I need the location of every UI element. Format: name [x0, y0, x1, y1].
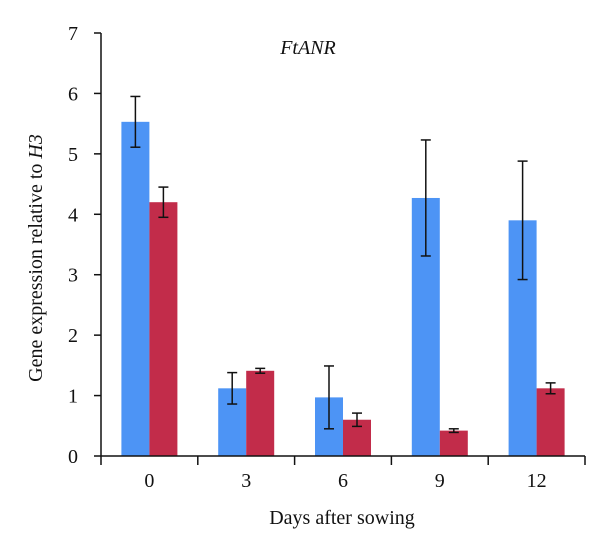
- bar-0-series-2: [149, 202, 178, 456]
- y-axis-title-main: Gene expression relative to: [25, 159, 47, 382]
- error-bar-6-series-1: [324, 365, 334, 430]
- x-tick-label-6: 6: [338, 470, 348, 492]
- x-tick-label-0: 0: [144, 470, 154, 492]
- bar-12-series-2: [536, 388, 565, 456]
- error-bar-9-series-2: [448, 428, 459, 434]
- x-tick-label-3: 3: [241, 470, 251, 492]
- y-tick-label-2: 2: [68, 325, 78, 347]
- error-bars-group: [130, 95, 556, 434]
- x-axis-title: Days after sowing: [269, 507, 415, 529]
- chart-title: FtANR: [279, 37, 336, 59]
- axes-group: [94, 32, 586, 465]
- error-bar-3-series-1: [227, 371, 238, 405]
- bars-group: [121, 121, 565, 456]
- error-bar-0-series-1: [130, 95, 141, 148]
- x-tick-label-12: 12: [527, 470, 547, 492]
- y-axis-title-italic: H3: [25, 134, 47, 159]
- y-tick-label-0: 0: [68, 446, 78, 468]
- y-tick-label-5: 5: [68, 144, 78, 166]
- bar-0-series-1: [121, 121, 150, 456]
- error-bar-0-series-2: [158, 186, 169, 219]
- error-bar-9-series-1: [420, 139, 431, 257]
- error-bar-12-series-2: [545, 382, 556, 395]
- bar-3-series-2: [246, 370, 275, 456]
- y-tick-label-6: 6: [68, 83, 78, 105]
- error-bar-6-series-2: [352, 412, 362, 428]
- error-bar-3-series-2: [255, 367, 266, 374]
- y-tick-label-1: 1: [68, 386, 78, 408]
- error-bar-12-series-1: [517, 160, 528, 281]
- y-tick-label-4: 4: [68, 204, 78, 226]
- x-tick-label-9: 9: [435, 470, 445, 492]
- y-axis-title: Gene expression relative to H3: [25, 134, 47, 382]
- y-tick-label-7: 7: [68, 23, 78, 45]
- y-tick-label-3: 3: [68, 265, 78, 287]
- bar-9-series-2: [439, 430, 468, 456]
